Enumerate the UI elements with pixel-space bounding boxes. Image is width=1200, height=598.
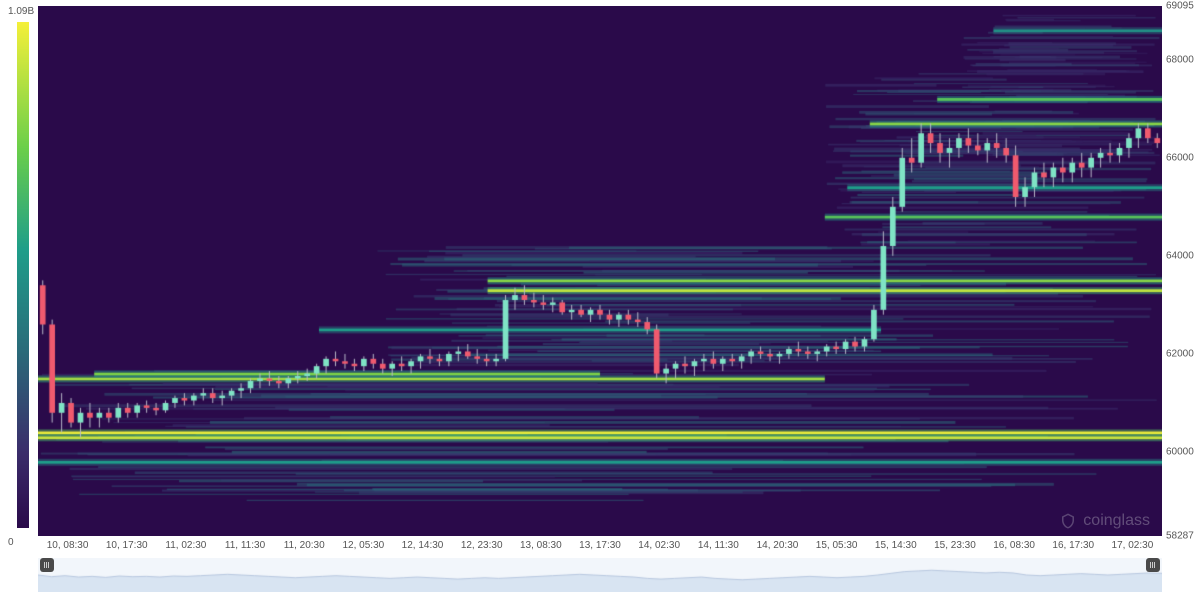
x-tick-label: 16, 17:30 (1052, 540, 1094, 551)
price-y-axis: 58287600006200064000660006800069095 (1164, 6, 1200, 536)
x-tick-label: 10, 17:30 (106, 540, 148, 551)
colorbar-max-label: 1.09B (8, 6, 34, 17)
y-tick-label: 68000 (1166, 54, 1194, 65)
y-tick-label: 60000 (1166, 446, 1194, 457)
x-tick-label: 15, 05:30 (816, 540, 858, 551)
x-tick-label: 15, 23:30 (934, 540, 976, 551)
x-tick-label: 11, 02:30 (165, 540, 206, 551)
x-tick-label: 13, 17:30 (579, 540, 621, 551)
x-tick-label: 14, 11:30 (698, 540, 739, 551)
navigator-area[interactable] (38, 558, 1162, 592)
coinglass-watermark: coinglass (1059, 512, 1150, 530)
colorbar-gradient (17, 22, 29, 528)
navigator-handle-left[interactable] (40, 558, 54, 572)
colorbar-min-label: 0 (8, 537, 14, 548)
navigator-handle-right[interactable] (1146, 558, 1160, 572)
x-tick-label: 15, 14:30 (875, 540, 917, 551)
watermark-text: coinglass (1083, 512, 1150, 530)
y-tick-label: 64000 (1166, 250, 1194, 261)
x-tick-label: 12, 14:30 (402, 540, 444, 551)
y-tick-label: 66000 (1166, 152, 1194, 163)
x-tick-label: 14, 20:30 (757, 540, 799, 551)
time-x-axis: 10, 08:30 10, 17:30 11, 02:30 11, 11:30 11, … (38, 538, 1162, 556)
x-tick-label: 17, 02:30 (1112, 540, 1154, 551)
x-tick-label: 14, 02:30 (638, 540, 680, 551)
price-candlesticks[interactable] (38, 6, 1162, 536)
x-tick-label: 16, 08:30 (993, 540, 1035, 551)
x-tick-label: 13, 08:30 (520, 540, 562, 551)
x-tick-label: 12, 23:30 (461, 540, 503, 551)
x-tick-label: 11, 20:30 (284, 540, 325, 551)
x-tick-label: 10, 08:30 (47, 540, 89, 551)
x-tick-label: 11, 11:30 (225, 540, 265, 551)
time-navigator[interactable] (38, 558, 1162, 592)
x-tick-label: 12, 05:30 (343, 540, 385, 551)
heatmap-colorbar: 1.09B 0 (8, 6, 34, 542)
coinglass-logo-icon (1059, 512, 1077, 530)
y-tick-label: 62000 (1166, 348, 1194, 359)
y-tick-label: 69095 (1166, 1, 1194, 12)
y-tick-label: 58287 (1166, 531, 1194, 542)
